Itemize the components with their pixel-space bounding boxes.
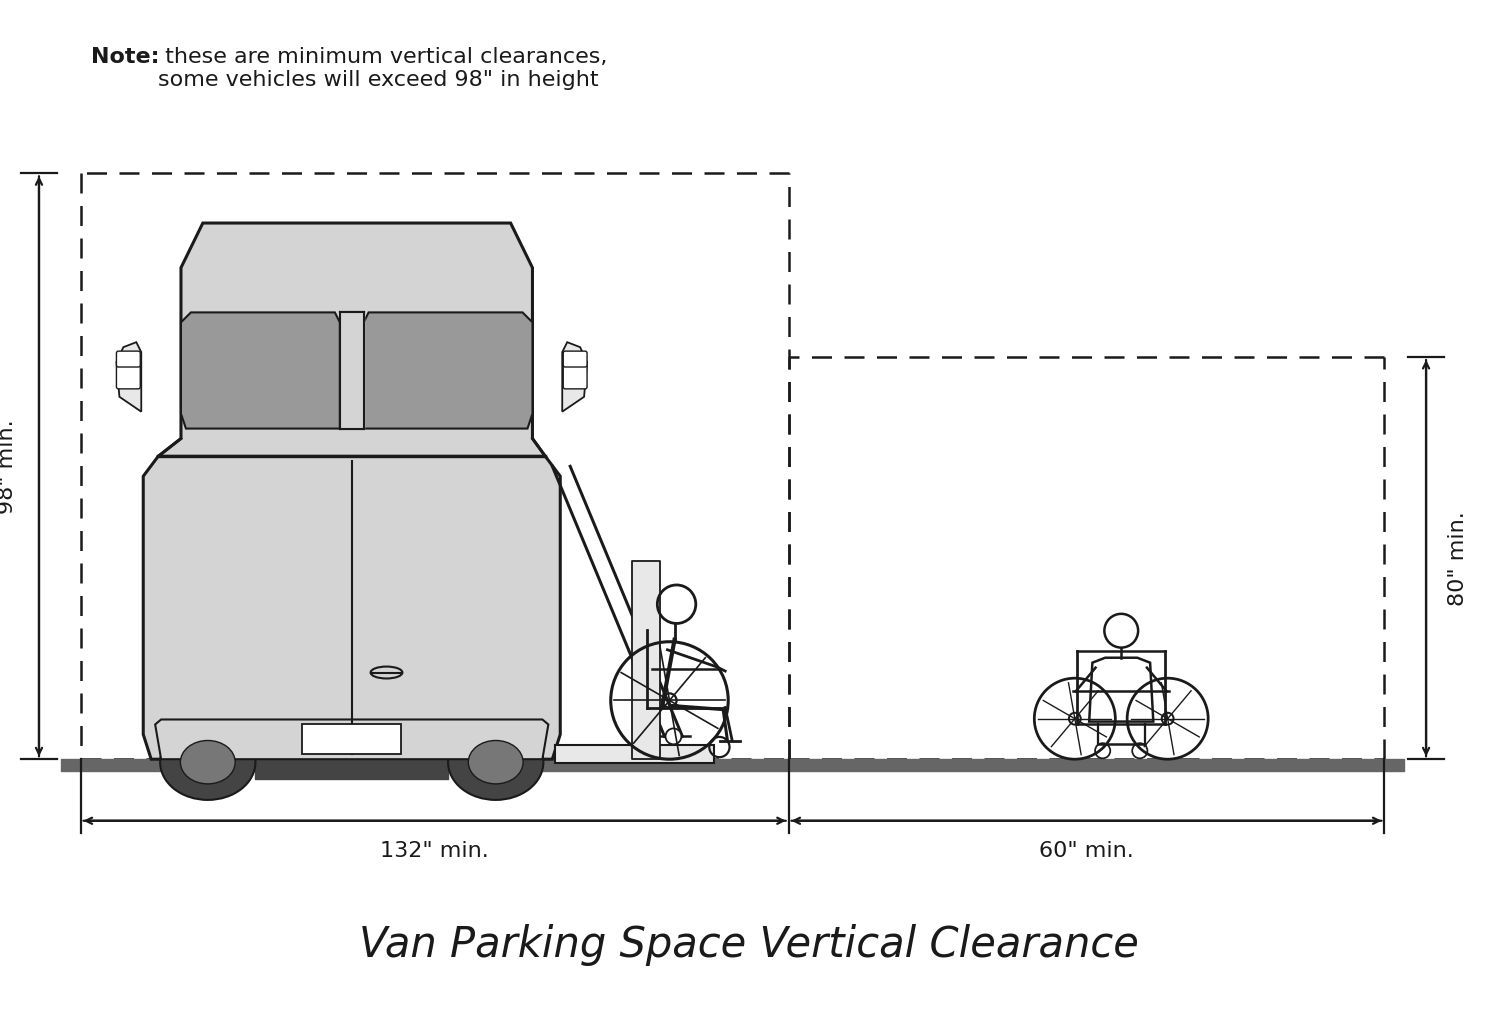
- Circle shape: [666, 728, 681, 745]
- Polygon shape: [556, 746, 714, 763]
- Text: 98" min.: 98" min.: [0, 419, 18, 514]
- Polygon shape: [562, 342, 587, 411]
- FancyBboxPatch shape: [302, 724, 401, 754]
- Polygon shape: [158, 224, 545, 456]
- Polygon shape: [364, 312, 532, 429]
- Text: Van Parking Space Vertical Clearance: Van Parking Space Vertical Clearance: [359, 924, 1138, 966]
- Text: Note:: Note:: [91, 48, 159, 67]
- Polygon shape: [143, 456, 560, 759]
- Polygon shape: [180, 312, 340, 429]
- Ellipse shape: [468, 741, 523, 784]
- Text: 60" min.: 60" min.: [1039, 840, 1134, 861]
- FancyBboxPatch shape: [563, 352, 587, 367]
- Text: these are minimum vertical clearances,
some vehicles will exceed 98" in height: these are minimum vertical clearances, s…: [158, 48, 608, 90]
- Text: 80" min.: 80" min.: [1448, 511, 1468, 606]
- Polygon shape: [116, 342, 142, 411]
- FancyBboxPatch shape: [563, 365, 587, 389]
- FancyBboxPatch shape: [116, 365, 140, 389]
- Text: 132" min.: 132" min.: [380, 840, 489, 861]
- Ellipse shape: [180, 741, 235, 784]
- Ellipse shape: [448, 724, 544, 800]
- Ellipse shape: [159, 724, 255, 800]
- Polygon shape: [155, 719, 548, 759]
- FancyBboxPatch shape: [116, 352, 140, 367]
